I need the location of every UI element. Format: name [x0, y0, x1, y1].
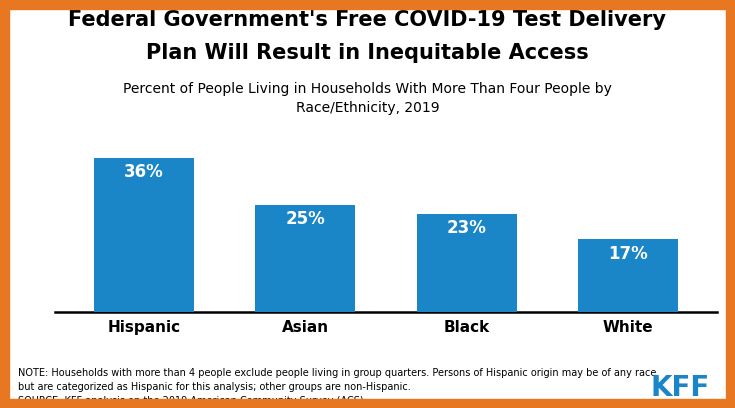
Text: 36%: 36%	[124, 163, 164, 182]
Text: 23%: 23%	[447, 219, 487, 237]
Text: NOTE: Households with more than 4 people exclude people living in group quarters: NOTE: Households with more than 4 people…	[18, 368, 657, 406]
Text: Federal Government's Free COVID-19 Test Delivery: Federal Government's Free COVID-19 Test …	[68, 10, 667, 30]
Text: KFF: KFF	[650, 374, 709, 402]
Bar	[578, 239, 678, 312]
Text: Plan Will Result in Inequitable Access: Plan Will Result in Inequitable Access	[146, 43, 589, 63]
Bar	[94, 158, 194, 312]
Bar	[255, 205, 355, 312]
Text: 25%: 25%	[285, 211, 325, 228]
Bar	[417, 214, 517, 312]
Text: Percent of People Living in Households With More Than Four People by
Race/Ethnic: Percent of People Living in Households W…	[123, 82, 612, 115]
Text: 17%: 17%	[608, 244, 648, 263]
